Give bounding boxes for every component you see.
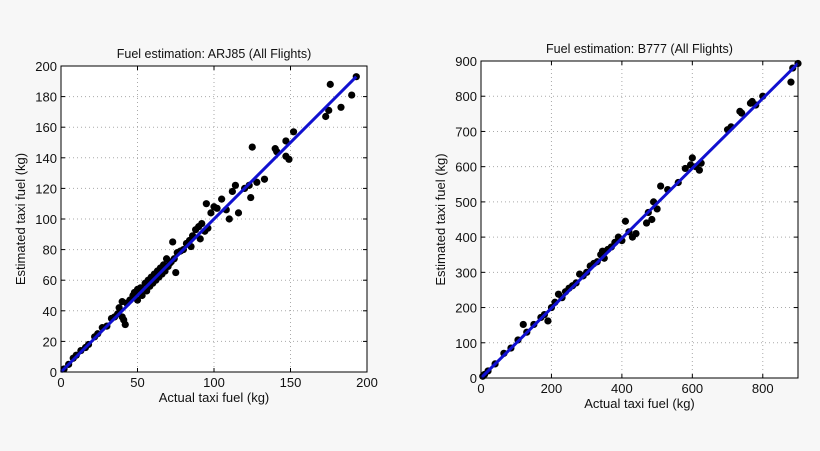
y-tick-label: 100 [455, 336, 477, 351]
y-tick-label: 80 [43, 243, 57, 258]
data-point [207, 209, 215, 217]
y-tick-label: 20 [43, 334, 57, 349]
data-point [196, 235, 204, 243]
plot-2: 0 200 400 600 800 0 100 200 300 400 500 600 700 800 90… [433, 42, 802, 411]
x-tick-label: 200 [356, 375, 378, 390]
data-point [172, 268, 180, 277]
y-axis-label: Estimated taxi fuel (kg) [13, 153, 28, 285]
x-axis-label: Actual taxi fuel (kg) [584, 396, 695, 411]
y-tick-label: 900 [455, 54, 477, 69]
data-point [121, 320, 129, 329]
fit-line [479, 62, 800, 380]
data-point [642, 219, 651, 227]
x-tick-label: 150 [280, 375, 302, 390]
fit-line [59, 75, 358, 374]
x-tick-label: 800 [752, 381, 774, 396]
data-point [282, 137, 290, 145]
data-point [322, 112, 330, 121]
data-point [231, 181, 240, 189]
data-point [115, 304, 123, 312]
y-tick-label: 180 [35, 90, 57, 105]
data-point [688, 154, 696, 162]
chart-title: Fuel estimation: B777 (All Flights) [546, 42, 733, 56]
data-point [198, 219, 206, 228]
y-tick-label: 40 [43, 304, 57, 319]
data-point [326, 80, 334, 88]
y-tick-label: 700 [455, 124, 477, 139]
x-tick-label: 400 [611, 381, 633, 396]
x-axis-label: Actual taxi fuel (kg) [159, 390, 270, 405]
data-point [228, 187, 236, 196]
y-tick-label: 600 [455, 160, 477, 175]
data-point [213, 204, 221, 212]
axes-frame [60, 65, 368, 373]
data-point [234, 209, 243, 217]
data-point [695, 166, 703, 174]
data-point [519, 320, 527, 329]
x-tick-label: 0 [57, 375, 64, 390]
data-point [621, 217, 630, 225]
x-tick-label: 600 [681, 381, 703, 396]
y-tick-label: 120 [35, 181, 57, 196]
axes-frame [480, 60, 799, 379]
y-tick-label: 200 [455, 301, 477, 316]
y-tick-label: 60 [43, 273, 57, 288]
data-point [632, 229, 640, 238]
data-point [325, 106, 333, 114]
y-tick-label: 0 [50, 365, 57, 380]
data-point [787, 78, 795, 86]
data-point [289, 128, 298, 136]
chart-title: Fuel estimation: ARJ85 (All Flights) [117, 47, 312, 61]
x-tick-label: 200 [541, 381, 563, 396]
y-tick-label: 800 [455, 89, 477, 104]
y-tick-label: 100 [35, 212, 57, 227]
data-point [248, 143, 256, 151]
data-point [348, 91, 356, 99]
data-point [169, 238, 177, 246]
data-point [648, 215, 656, 224]
y-tick-label: 160 [35, 120, 57, 135]
plot-1: 0 50 100 150 200 0 20 40 60 80 100 120 140 160 180 200 F… [13, 47, 378, 405]
data-point [738, 109, 746, 117]
x-tick-label: 0 [477, 381, 484, 396]
data-point [202, 200, 210, 208]
data-point [225, 215, 233, 223]
y-axis-label: Estimated taxi fuel (kg) [433, 153, 448, 285]
data-point [285, 155, 293, 163]
y-tick-label: 300 [455, 265, 477, 280]
data-point [544, 317, 552, 325]
y-tick-label: 500 [455, 195, 477, 210]
data-point [681, 164, 689, 173]
y-tick-label: 140 [35, 151, 57, 166]
data-point [253, 178, 261, 186]
x-tick-label: 50 [130, 375, 144, 390]
y-tick-label: 400 [455, 230, 477, 245]
data-point [218, 195, 226, 203]
data-point [260, 175, 269, 183]
data-point [657, 182, 665, 190]
data-point [337, 103, 345, 111]
y-tick-label: 0 [470, 371, 477, 386]
data-point [247, 193, 255, 202]
x-tick-label: 100 [203, 375, 225, 390]
y-tick-label: 200 [35, 59, 57, 74]
